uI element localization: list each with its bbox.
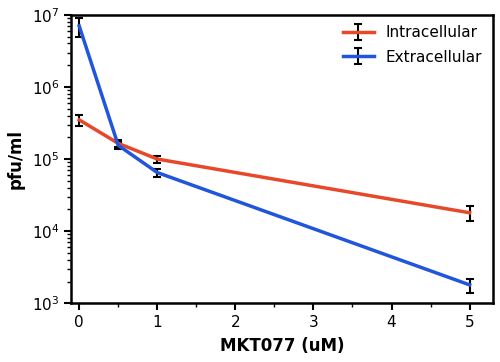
X-axis label: MKT077 (uM): MKT077 (uM) — [220, 337, 344, 355]
Legend: Intracellular, Extracellular: Intracellular, Extracellular — [337, 20, 488, 71]
Y-axis label: pfu/ml: pfu/ml — [7, 129, 25, 189]
